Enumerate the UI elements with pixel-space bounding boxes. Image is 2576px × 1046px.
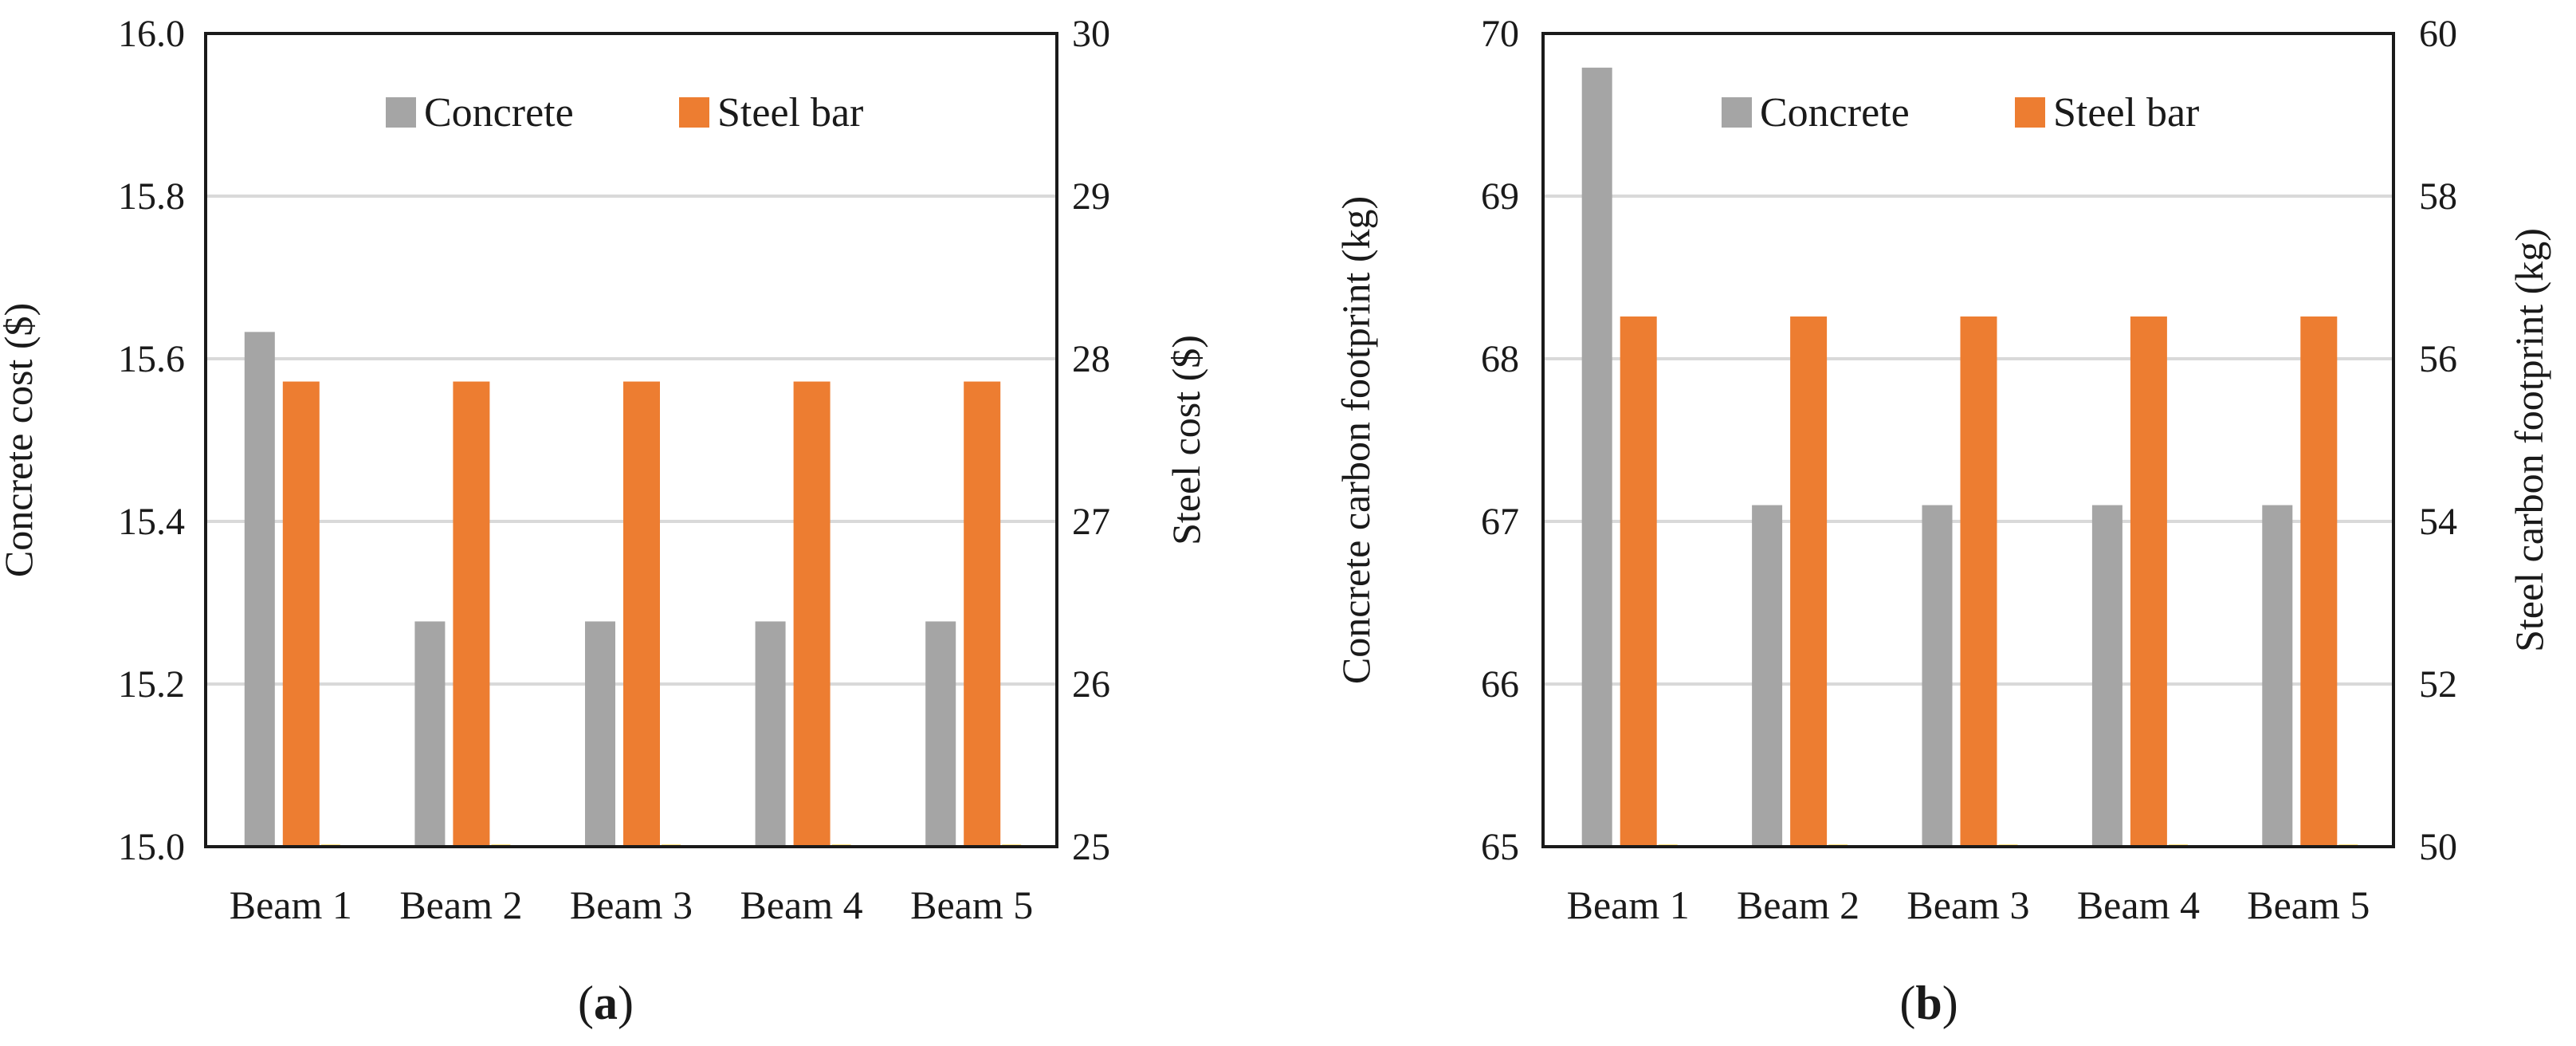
x-tick-label: Beam 1 xyxy=(230,883,352,927)
bar-steel xyxy=(1620,316,1657,847)
chart-panel-a: 15.0 15.2 15.4 15.6 15.8 16.0 25 26 27 28 29 30 Beam… xyxy=(0,13,1208,1029)
y-left-tick-label: 65 xyxy=(1481,826,1519,868)
bar-concrete xyxy=(244,332,275,847)
bar-concrete xyxy=(585,621,615,847)
y-right-tick-label: 26 xyxy=(1072,663,1110,706)
x-tick-label: Beam 3 xyxy=(570,883,693,927)
x-tick-label: Beam 2 xyxy=(1737,883,1859,927)
y-left-tick-label: 68 xyxy=(1481,338,1519,380)
y-right-tick-label: 29 xyxy=(1072,175,1110,218)
y-right-axis-title: Steel carbon footprint (kg) xyxy=(2507,228,2551,652)
y-right-tick-label: 50 xyxy=(2419,826,2457,868)
bar-steel xyxy=(1790,316,1828,847)
y-left-tick-label: 15.2 xyxy=(118,663,185,706)
legend-swatch-concrete xyxy=(386,97,416,128)
panel-label: (a) xyxy=(578,977,634,1029)
legend-swatch-concrete xyxy=(1722,97,1752,128)
plot-frame xyxy=(1541,32,2395,848)
bar-steel xyxy=(1960,316,1997,847)
y-left-tick-label: 15.0 xyxy=(118,826,185,868)
bar-concrete xyxy=(925,621,956,847)
bar-concrete xyxy=(2262,505,2293,847)
chart-panel-b: 65 66 67 68 69 70 50 52 54 56 58 60 Beam 1 Beam 2 Beam… xyxy=(1333,13,2551,1029)
legend-swatch-steel xyxy=(2015,97,2045,128)
bar-steel xyxy=(623,381,660,847)
y-right-tick-label: 54 xyxy=(2419,501,2457,543)
y-left-tick-label: 66 xyxy=(1481,663,1519,706)
bar-steel xyxy=(964,381,1001,847)
y-left-tick-label: 69 xyxy=(1481,175,1519,218)
y-right-tick-label: 30 xyxy=(1072,13,1110,55)
y-left-tick-label: 70 xyxy=(1481,13,1519,55)
y-left-tick-label: 15.4 xyxy=(118,501,185,543)
y-right-tick-label: 52 xyxy=(2419,663,2457,706)
y-right-tick-label: 56 xyxy=(2419,338,2457,380)
x-tick-label: Beam 4 xyxy=(740,883,863,927)
bar-concrete xyxy=(414,621,446,847)
legend-label-steel: Steel bar xyxy=(717,90,863,136)
x-tick-label: Beam 1 xyxy=(1567,883,1690,927)
x-tick-label: Beam 5 xyxy=(910,883,1033,927)
bar-steel xyxy=(2130,316,2167,847)
x-tick-label: Beam 3 xyxy=(1906,883,2029,927)
y-left-tick-label: 15.6 xyxy=(118,338,185,380)
y-right-axis-title: Steel cost ($) xyxy=(1164,335,1208,545)
legend-label-concrete: Concrete xyxy=(424,90,574,136)
bar-steel xyxy=(2300,316,2338,847)
legend-label-concrete: Concrete xyxy=(1760,90,1910,136)
y-right-tick-label: 60 xyxy=(2419,13,2457,55)
bar-steel xyxy=(793,381,831,847)
y-left-tick-label: 67 xyxy=(1481,501,1519,543)
bar-concrete xyxy=(2091,505,2122,847)
y-left-tick-label: 15.8 xyxy=(118,175,185,218)
y-right-tick-label: 25 xyxy=(1072,826,1110,868)
bar-concrete xyxy=(1752,505,1783,847)
bar-steel xyxy=(453,381,490,847)
bar-concrete xyxy=(1581,67,1612,847)
y-left-axis-title: Concrete carbon footprint (kg) xyxy=(1333,196,1378,684)
y-left-tick-label: 16.0 xyxy=(118,13,185,55)
plot-frame xyxy=(204,32,1058,848)
bar-concrete xyxy=(755,621,786,847)
y-right-tick-label: 28 xyxy=(1072,338,1110,380)
bar-concrete xyxy=(1922,505,1953,847)
x-tick-label: Beam 5 xyxy=(2247,883,2370,927)
bar-steel xyxy=(282,381,320,847)
legend-label-steel: Steel bar xyxy=(2053,90,2199,136)
y-right-tick-label: 58 xyxy=(2419,175,2457,218)
y-right-tick-label: 27 xyxy=(1072,501,1110,543)
x-tick-label: Beam 4 xyxy=(2077,883,2200,927)
y-left-axis-title: Concrete cost ($) xyxy=(0,303,41,577)
legend-swatch-steel xyxy=(679,97,709,128)
panel-label: (b) xyxy=(1899,977,1958,1029)
x-tick-label: Beam 2 xyxy=(399,883,522,927)
